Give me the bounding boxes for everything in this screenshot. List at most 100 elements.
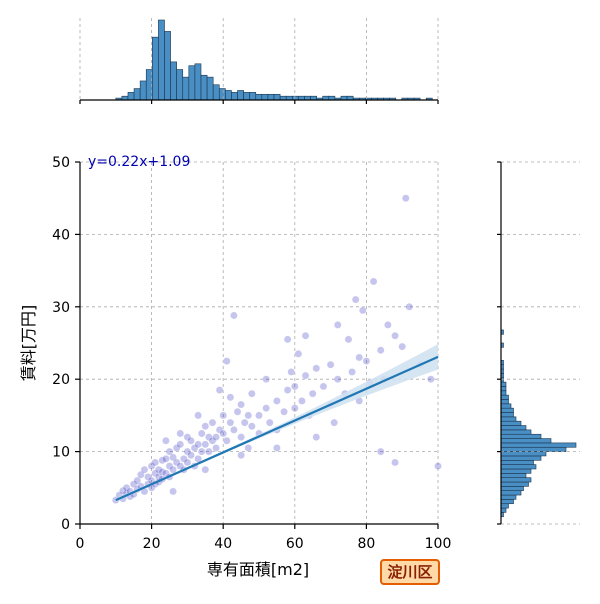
scatter-point	[283, 386, 292, 394]
scatter-point	[290, 382, 299, 391]
top-hist-bar	[243, 92, 250, 101]
top-hist-bar	[212, 84, 220, 101]
right-hist-bar	[500, 381, 507, 387]
top-hist-bar	[188, 65, 196, 101]
right-hist-bar	[500, 473, 527, 478]
scatter-point	[237, 433, 245, 441]
scatter-point	[162, 454, 170, 463]
scatter-point	[265, 418, 274, 427]
scatter-point	[212, 444, 220, 452]
scatter-point	[219, 411, 228, 420]
regression-equation-label: y=0.22x+1.09	[88, 154, 190, 170]
top-hist-bar	[152, 36, 159, 101]
right-hist-bar	[500, 455, 542, 461]
scatter-point	[133, 476, 142, 485]
scatter-point	[398, 342, 407, 351]
right-hist-bar	[500, 468, 532, 474]
top-hist-bar	[133, 88, 141, 101]
scatter-point	[312, 364, 321, 373]
right-hist-bar	[500, 386, 507, 392]
top-hist-bar	[225, 90, 232, 101]
regression-line	[115, 355, 439, 502]
scatter-point	[333, 321, 342, 329]
scatter-point	[212, 433, 220, 441]
right-hist-bar	[500, 438, 552, 444]
right-hist-bar	[500, 442, 577, 448]
right-hist-bar	[500, 425, 527, 431]
scatter-point	[219, 429, 228, 438]
scatter-point	[333, 375, 342, 384]
scatter-point	[358, 306, 367, 315]
scatter-point	[273, 397, 281, 405]
scatter-point	[376, 346, 385, 355]
right-hist-bar	[500, 399, 509, 405]
top-hist-bar	[237, 90, 244, 101]
top-hist-bar	[273, 93, 281, 101]
top-hist-bar	[267, 93, 275, 101]
right-hist-bar	[500, 494, 517, 500]
top-hist-bar	[170, 61, 177, 101]
scatter-point	[169, 487, 177, 496]
scatter-point	[208, 418, 217, 427]
scatter-point	[233, 407, 242, 416]
scatter-point	[194, 411, 202, 420]
top-hist-bar	[139, 80, 147, 101]
top-hist-bar	[255, 93, 263, 101]
scatter-point	[151, 458, 160, 467]
scatter-point	[237, 400, 245, 409]
scatter-point	[201, 465, 210, 474]
top-hist-bar	[158, 19, 165, 101]
right-hist-bar	[500, 403, 512, 409]
top-hist-bar	[127, 92, 135, 101]
right-hist-bar	[500, 481, 529, 487]
top-hist-bar	[194, 63, 202, 101]
scatter-point	[376, 447, 385, 456]
scatter-point	[301, 331, 310, 340]
top-hist-bar	[200, 74, 208, 101]
right-hist-bar	[500, 412, 514, 418]
scatter-point	[287, 368, 296, 376]
right-hist-bar	[500, 507, 507, 513]
top-hist-bar	[249, 92, 257, 101]
scatter-point	[226, 418, 235, 427]
scatter-point	[426, 375, 435, 384]
scatter-point	[290, 404, 299, 413]
right-hist-bar	[500, 394, 509, 400]
right-hist-bar	[500, 420, 522, 426]
scatter-point	[391, 331, 399, 340]
scatter-point	[140, 465, 149, 474]
scatter-point	[176, 440, 185, 449]
scatter-point	[255, 411, 263, 420]
scatter-point	[197, 429, 206, 438]
scatter-point	[405, 302, 414, 311]
scatter-point	[162, 436, 170, 445]
top-hist-bar	[261, 93, 269, 101]
scatter-point	[434, 462, 442, 470]
y-axis-title: 賃料[万円]	[19, 305, 38, 382]
top-hist-bar	[164, 31, 171, 101]
scatter-point	[169, 465, 177, 474]
scatter-point	[273, 444, 281, 452]
axes: 0 20 40 60 80 100 0 10 20 30 40 50	[52, 99, 502, 552]
scatter-point	[312, 433, 321, 441]
top-hist-bar	[182, 76, 190, 101]
scatter-point	[222, 357, 231, 365]
scatter-point	[344, 335, 353, 344]
right-hist-bar	[500, 407, 514, 413]
scatter-point	[244, 444, 253, 452]
x-tick-label: 0	[76, 536, 85, 552]
right-hist-bar	[500, 503, 509, 509]
right-hist-bar	[500, 477, 532, 483]
y-tick-label: 30	[52, 300, 70, 316]
top-hist-bar	[231, 92, 238, 101]
scatter-point	[391, 458, 399, 467]
ward-badge: 淀川区	[380, 559, 440, 585]
y-tick-label: 40	[52, 227, 70, 243]
top-hist-bar	[218, 88, 226, 101]
scatter-point	[283, 335, 292, 344]
right-hist-bar	[500, 464, 537, 470]
right-hist-bar	[500, 446, 567, 452]
scatter-point	[262, 404, 271, 413]
